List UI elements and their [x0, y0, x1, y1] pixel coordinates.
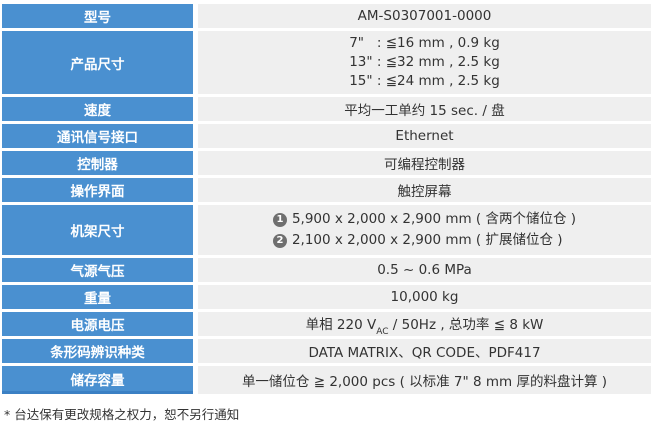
circled-number-1-icon: 1: [272, 212, 287, 227]
spec-value-interface: Ethernet: [198, 124, 651, 148]
rack-size-lines: 1 5,900 x 2,000 x 2,900 mm ( 含两个储位仓 ) 2 …: [272, 209, 577, 251]
circled-number-2-icon: 2: [272, 233, 287, 248]
rack-size-text-2: 2,100 x 2,000 x 2,900 mm ( 扩展储位仓 ): [291, 232, 563, 248]
spec-label-rack-size: 机架尺寸: [2, 205, 193, 255]
spec-row-speed: 速度 平均一工单约 15 sec. / 盘: [2, 97, 651, 121]
spec-table: 型号 AM-S0307001-0000 产品尺寸 7" : ≦16 mm , 0…: [2, 4, 651, 394]
interface-text: Ethernet: [395, 128, 454, 144]
storage-capacity-text: 单一储位仓 ≧ 2,000 pcs ( 以标准 7" 8 mm 厚的料盘计算 ): [241, 374, 608, 390]
weight-text: 10,000 kg: [390, 289, 459, 305]
spec-label-storage-capacity: 储存容量: [2, 366, 193, 394]
spec-label-power: 电源电压: [2, 312, 193, 336]
power-text-subscript: AC: [376, 327, 389, 338]
spec-value-model: AM-S0307001-0000: [198, 4, 651, 28]
spec-value-power: 单相 220 VAC / 50Hz , 总功率 ≦ 8 kW: [198, 312, 651, 338]
spec-row-interface: 通讯信号接口 Ethernet: [2, 124, 651, 148]
spec-label-product-size: 产品尺寸: [2, 31, 193, 94]
operation-ui-text: 触控屏幕: [397, 184, 452, 200]
spec-row-weight: 重量 10,000 kg: [2, 285, 651, 309]
barcode-types-text: DATA MATRIX、QR CODE、PDF417: [308, 345, 541, 361]
rack-size-line-1: 1 5,900 x 2,000 x 2,900 mm ( 含两个储位仓 ): [272, 209, 577, 230]
spec-label-weight: 重量: [2, 285, 193, 309]
spec-value-operation-ui: 触控屏幕: [198, 178, 651, 202]
power-text-post: / 50Hz , 总功率 ≦ 8 kW: [388, 316, 544, 333]
spec-label-speed: 速度: [2, 97, 193, 121]
rack-size-line-2: 2 2,100 x 2,000 x 2,900 mm ( 扩展储位仓 ): [272, 230, 576, 251]
spec-value-product-size: 7" : ≦16 mm , 0.9 kg 13" : ≦32 mm , 2.5 k…: [198, 31, 651, 94]
spec-label-operation-ui: 操作界面: [2, 178, 193, 202]
product-size-line-1: 7" : ≦16 mm , 0.9 kg: [349, 35, 500, 51]
air-pressure-text: 0.5 ~ 0.6 MPa: [377, 262, 472, 278]
power-text-pre: 单相 220 V: [305, 316, 377, 333]
rack-size-text-1: 5,900 x 2,000 x 2,900 mm ( 含两个储位仓 ): [291, 211, 577, 227]
spec-row-air-pressure: 气源气压 0.5 ~ 0.6 MPa: [2, 258, 651, 282]
spec-value-air-pressure: 0.5 ~ 0.6 MPa: [198, 258, 651, 282]
spec-label-model: 型号: [2, 4, 193, 28]
spec-value-rack-size: 1 5,900 x 2,000 x 2,900 mm ( 含两个储位仓 ) 2 …: [198, 205, 651, 255]
spec-label-barcode-types: 条形码辨识种类: [2, 339, 193, 363]
product-size-line-2: 13" : ≦32 mm , 2.5 kg: [349, 54, 500, 70]
spec-row-storage-capacity: 储存容量 单一储位仓 ≧ 2,000 pcs ( 以标准 7" 8 mm 厚的料…: [2, 366, 651, 394]
controller-text: 可编程控制器: [384, 157, 465, 173]
spec-row-barcode-types: 条形码辨识种类 DATA MATRIX、QR CODE、PDF417: [2, 339, 651, 363]
spec-row-controller: 控制器 可编程控制器: [2, 151, 651, 175]
spec-row-model: 型号 AM-S0307001-0000: [2, 4, 651, 28]
power-text: 单相 220 VAC / 50Hz , 总功率 ≦ 8 kW: [305, 313, 544, 338]
spec-value-storage-capacity: 单一储位仓 ≧ 2,000 pcs ( 以标准 7" 8 mm 厚的料盘计算 ): [198, 366, 651, 394]
model-number: AM-S0307001-0000: [357, 8, 492, 24]
product-size-line-3: 15" : ≦24 mm , 2.5 kg: [349, 73, 500, 89]
spec-row-operation-ui: 操作界面 触控屏幕: [2, 178, 651, 202]
spec-value-barcode-types: DATA MATRIX、QR CODE、PDF417: [198, 339, 651, 363]
spec-value-weight: 10,000 kg: [198, 285, 651, 309]
speed-text: 平均一工单约 15 sec. / 盘: [344, 103, 505, 119]
product-size-lines: 7" : ≦16 mm , 0.9 kg 13" : ≦32 mm , 2.5 k…: [349, 34, 500, 91]
spec-row-power: 电源电压 单相 220 VAC / 50Hz , 总功率 ≦ 8 kW: [2, 312, 651, 338]
spec-value-speed: 平均一工单约 15 sec. / 盘: [198, 97, 651, 121]
spec-row-rack-size: 机架尺寸 1 5,900 x 2,000 x 2,900 mm ( 含两个储位仓…: [2, 205, 651, 255]
spec-row-product-size: 产品尺寸 7" : ≦16 mm , 0.9 kg 13" : ≦32 mm , …: [2, 31, 651, 94]
spec-label-air-pressure: 气源气压: [2, 258, 193, 282]
footnote: * 台达保有更改规格之权力，恕不另行通知: [4, 407, 240, 422]
spec-value-controller: 可编程控制器: [198, 151, 651, 175]
spec-label-controller: 控制器: [2, 151, 193, 175]
spec-label-interface: 通讯信号接口: [2, 124, 193, 148]
